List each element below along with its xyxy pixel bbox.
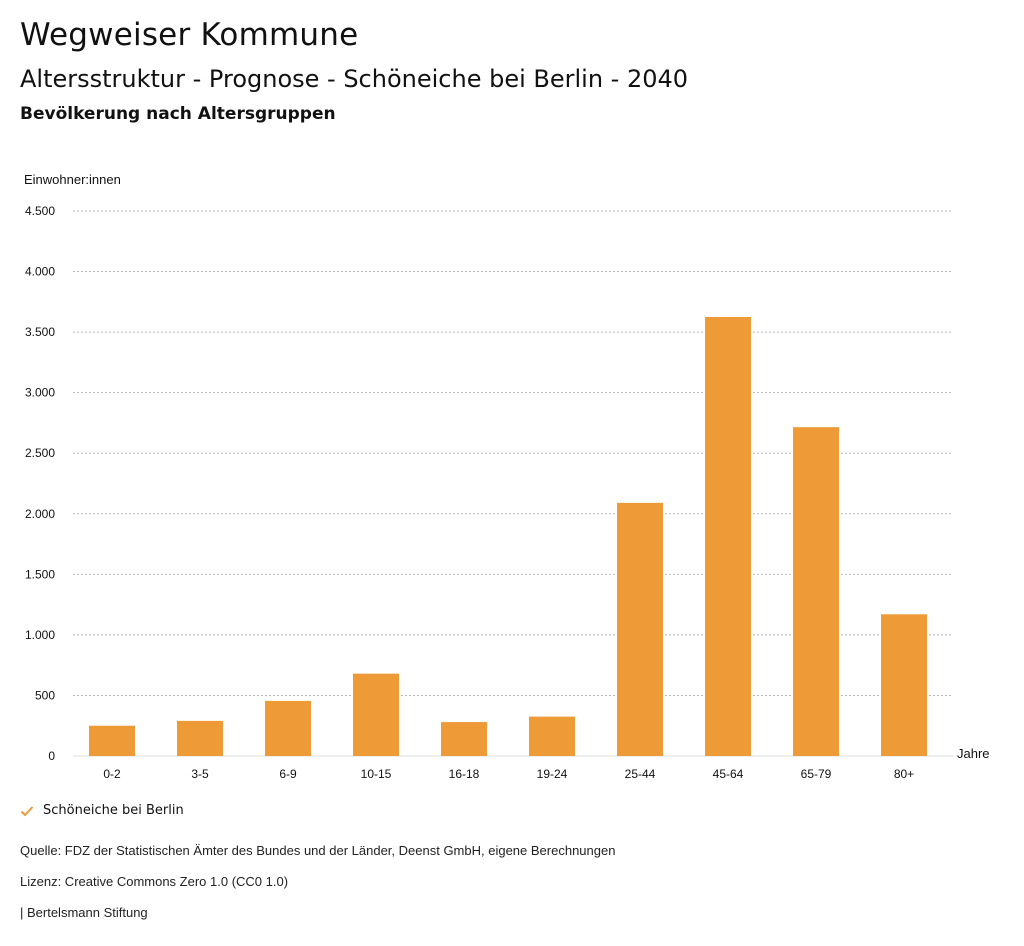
bar	[793, 427, 839, 756]
bar	[441, 722, 487, 756]
page-title: Wegweiser Kommune	[20, 17, 359, 53]
bar	[705, 316, 751, 756]
bar	[529, 716, 575, 756]
x-tick-label: 3-5	[191, 767, 209, 781]
x-tick-label: 80+	[894, 767, 914, 781]
bar	[617, 502, 663, 756]
bar	[89, 725, 135, 756]
bar-chart: Einwohner:innen 0 500 1.000 1.500 2.000 2.500 3…	[24, 172, 990, 781]
bar	[177, 720, 223, 756]
x-tick-label: 19-24	[537, 767, 568, 781]
x-tick-label: 6-9	[279, 767, 297, 781]
x-tick-label: 16-18	[449, 767, 480, 781]
y-tick-label: 4.500	[25, 204, 55, 218]
x-tick-label: 45-64	[713, 767, 744, 781]
checkmark-icon	[20, 805, 34, 816]
bar	[265, 700, 311, 756]
chart-description: Bevölkerung nach Altersgruppen	[20, 104, 336, 124]
legend-label: Schöneiche bei Berlin	[43, 803, 184, 818]
y-tick-label: 0	[48, 749, 55, 763]
x-axis-title: Jahre	[957, 746, 990, 761]
y-tick-label: 1.000	[25, 628, 55, 642]
y-tick-label: 3.500	[25, 325, 55, 339]
y-tick-label: 2.500	[25, 446, 55, 460]
x-tick-label: 10-15	[361, 767, 392, 781]
bar	[881, 614, 927, 756]
x-tick-label: 65-79	[801, 767, 832, 781]
y-tick-label: 4.000	[25, 265, 55, 279]
legend-item[interactable]: Schöneiche bei Berlin	[20, 803, 184, 818]
y-axis-title: Einwohner:innen	[24, 172, 121, 187]
bar	[353, 673, 399, 756]
y-tick-label: 1.500	[25, 567, 55, 581]
license-text: Lizenz: Creative Commons Zero 1.0 (CC0 1…	[20, 874, 289, 889]
publisher-text: | Bertelsmann Stiftung	[20, 905, 148, 920]
y-tick-label: 3.000	[25, 386, 55, 400]
x-tick-label: 25-44	[625, 767, 656, 781]
source-text: Quelle: FDZ der Statistischen Ämter des …	[20, 843, 616, 858]
y-tick-label: 2.000	[25, 507, 55, 521]
y-tick-label: 500	[35, 688, 55, 702]
chart-subtitle: Altersstruktur - Prognose - Schöneiche b…	[20, 65, 689, 93]
x-tick-label: 0-2	[103, 767, 121, 781]
